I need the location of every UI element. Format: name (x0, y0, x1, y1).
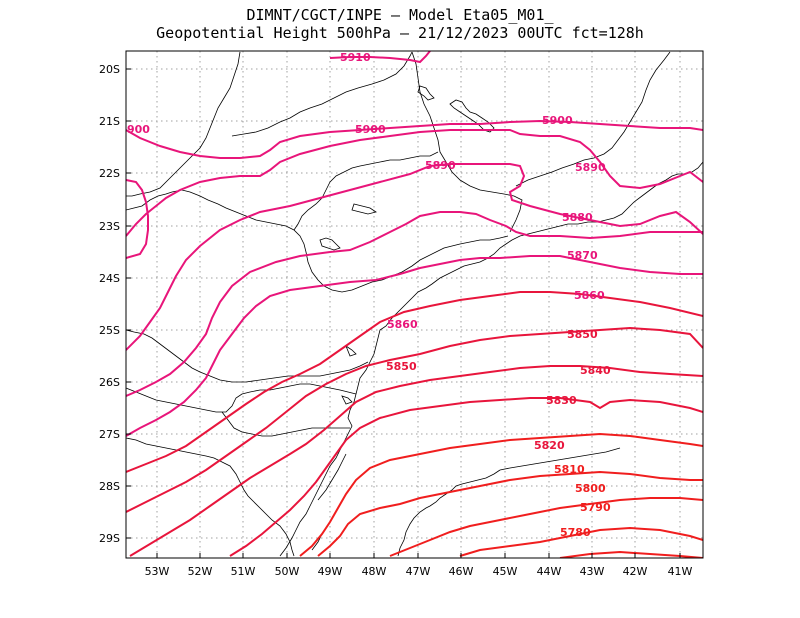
contour-label-5850: 5850 (567, 328, 598, 341)
lat-tick-label: 20S (99, 63, 120, 76)
contour-label-5810: 5810 (554, 463, 585, 476)
map-title-line1: DIMNT/CGCT/INPE – Model Eta05_M01_ (246, 6, 554, 24)
contour-label-5900-east: 5900 (542, 114, 573, 127)
island (351, 203, 377, 215)
state-border (221, 411, 350, 437)
state-border (126, 51, 241, 197)
lat-tick-label: 27S (99, 428, 120, 441)
contour-labels: 5910 5900 5900 900 5890 5890 5880 5870 5… (127, 51, 611, 539)
contour-label-5880: 5880 (562, 211, 593, 224)
contour-label-5830: 5830 (546, 394, 577, 407)
lon-tick-label: 43W (580, 565, 605, 578)
contour-label-5860-coast: 5860 (387, 318, 418, 331)
contour-label-5840: 5840 (580, 364, 611, 377)
state-border (126, 437, 295, 557)
contour-5820 (229, 397, 703, 557)
contour-5850 (126, 291, 703, 473)
state-border (126, 329, 369, 383)
contour-5800 (317, 470, 703, 557)
contour-label-5890: 5890 (425, 159, 456, 172)
coastline (279, 161, 703, 557)
contour-5770 (559, 550, 703, 558)
contour-label-5860: 5860 (574, 289, 605, 302)
lat-tick-label: 28S (99, 480, 120, 493)
axis-ticks: 53W 52W 51W 50W 49W 48W 47W 46W 45W 44W 43W 42W 41W 2… (99, 63, 693, 578)
lon-tick-label: 42W (623, 565, 648, 578)
lat-tick-label: 24S (99, 272, 120, 285)
contour-5840 (126, 326, 703, 513)
contour-label-5780: 5780 (560, 526, 591, 539)
island (449, 99, 495, 133)
contour-5780 (459, 526, 703, 557)
lon-tick-label: 49W (318, 565, 343, 578)
contour-label-5890-east: 5890 (575, 161, 606, 174)
contour-label-5790: 5790 (580, 501, 611, 514)
plot-frame (125, 50, 704, 559)
contour-5910 (329, 51, 431, 64)
lon-tick-label: 47W (406, 565, 431, 578)
island (417, 85, 435, 101)
contour-label-5900-edge: 900 (127, 123, 150, 136)
coastlines (126, 51, 703, 557)
contour-5860 (126, 255, 703, 437)
contour-5810 (299, 432, 703, 557)
contour-5790 (389, 497, 703, 557)
lon-tick-label: 45W (493, 565, 518, 578)
contour-label-5870: 5870 (567, 249, 598, 262)
lon-tick-label: 51W (231, 565, 256, 578)
lon-tick-label: 48W (362, 565, 387, 578)
island (345, 344, 357, 357)
contour-label-5800: 5800 (575, 482, 606, 495)
lat-tick-label: 29S (99, 532, 120, 545)
contour-5890 (126, 129, 703, 237)
lon-tick-label: 50W (275, 565, 300, 578)
contour-5880 (126, 163, 703, 351)
contour-label-5910: 5910 (340, 51, 371, 64)
state-border (515, 51, 671, 187)
contour-label-5850-coast: 5850 (386, 360, 417, 373)
contour-label-5820: 5820 (534, 439, 565, 452)
contour-5900 (126, 119, 703, 159)
lat-tick-label: 23S (99, 220, 120, 233)
coastline (397, 469, 501, 557)
state-border (499, 447, 621, 471)
lon-tick-label: 52W (188, 565, 213, 578)
state-border (411, 51, 523, 233)
contour-5900-west (126, 179, 149, 259)
island (319, 237, 341, 251)
state-border (126, 189, 509, 293)
island (341, 395, 353, 405)
map-title-line2: Geopotential Height 500hPa – 21/12/2023 … (156, 24, 644, 42)
lon-tick-label: 53W (145, 565, 170, 578)
contour-5830 (129, 365, 703, 557)
lat-tick-label: 22S (99, 167, 120, 180)
state-border (231, 51, 413, 137)
contour-label-5900: 5900 (355, 123, 386, 136)
lat-tick-label: 25S (99, 324, 120, 337)
state-border (293, 151, 439, 231)
lon-tick-label: 44W (537, 565, 562, 578)
lon-tick-label: 46W (449, 565, 474, 578)
contour-5870 (126, 211, 703, 397)
lat-tick-label: 26S (99, 376, 120, 389)
lagoon (317, 453, 347, 501)
lat-tick-label: 21S (99, 115, 120, 128)
lon-tick-label: 41W (668, 565, 693, 578)
contour-lines (126, 51, 703, 558)
state-border (126, 383, 357, 413)
